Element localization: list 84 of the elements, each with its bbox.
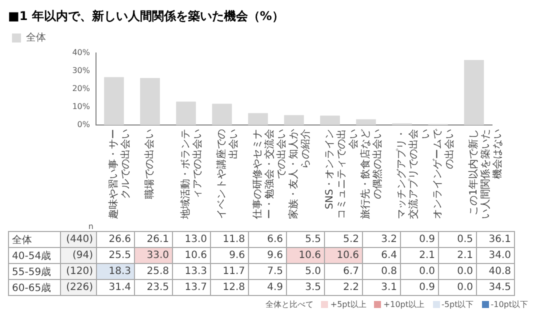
data-label: 0.0	[438, 264, 476, 280]
data-label: 3.1	[362, 280, 400, 296]
x-tick-label: マッチングアプリ・交流アプリでの出会い	[396, 129, 432, 219]
data-label: 13.0	[172, 232, 210, 248]
data-label: 0.5	[438, 232, 476, 248]
y2-tick-label: (440)	[60, 232, 96, 248]
x-tick-label: 職場での出会い	[144, 129, 156, 199]
bar	[176, 102, 196, 125]
data-label: 31.4	[96, 280, 134, 296]
y-tick-label: 40-54歳	[8, 248, 60, 264]
data-label: 6.6	[248, 232, 286, 248]
data-label: 2.1	[438, 248, 476, 264]
bar	[104, 77, 124, 125]
bar	[140, 78, 160, 125]
text: -5pt以下	[442, 299, 474, 310]
y2-tick-label: (226)	[60, 280, 96, 296]
data-label: 11.7	[210, 264, 248, 280]
data-label: 3.5	[286, 280, 324, 296]
data-label: 13.3	[172, 264, 210, 280]
data-label: 10.6	[286, 248, 324, 264]
data-label: 0.9	[400, 280, 438, 296]
data-label: 13.7	[172, 280, 210, 296]
y-tick-label: 10%	[72, 102, 90, 112]
bar	[464, 60, 484, 125]
chart-title: ■1 年以内で、新しい人間関係を築いた機会（%）	[8, 8, 285, 25]
data-label: 12.8	[210, 280, 248, 296]
data-label: 7.5	[248, 264, 286, 280]
x-tick-label: 家族・友人・知人からの紹介	[288, 129, 312, 219]
y-tick-label: 60-65歳	[8, 280, 60, 296]
data-label: 25.5	[96, 248, 134, 264]
text: +5pt以上	[330, 299, 366, 310]
x-tick-label: 仕事の研修やセミナー・勉強会・交流会での出会い	[252, 129, 288, 219]
data-label: 34.0	[476, 248, 514, 264]
data-label: 23.5	[134, 280, 172, 296]
x-tick-label: 地域活動・ボランティアでの出会い	[180, 129, 204, 220]
data-label: 2.1	[400, 248, 438, 264]
text: n	[87, 221, 94, 232]
text: +10pt以上	[383, 299, 425, 310]
data-label: 0.0	[438, 280, 476, 296]
data-label: 0.9	[400, 232, 438, 248]
x-tick-label: 趣味や習い事・サークルでの出会い	[108, 129, 132, 219]
bar	[284, 115, 304, 125]
y2-tick-label: (120)	[60, 264, 96, 280]
data-label: 25.8	[134, 264, 172, 280]
data-label: 4.9	[248, 280, 286, 296]
y-tick-label: 40%	[72, 48, 90, 58]
data-label: 9.6	[210, 248, 248, 264]
data-label: 0.0	[400, 264, 438, 280]
x-tick-label: イベントや講座での出会い	[216, 129, 240, 219]
y-tick-label: 全体	[8, 232, 60, 248]
x-tick-label: オンラインゲームでの出会い	[432, 128, 456, 219]
data-label: 0.8	[362, 264, 400, 280]
data-label: 6.7	[324, 264, 362, 280]
bar	[248, 113, 268, 125]
data-label: 5.5	[286, 232, 324, 248]
x-tick-label: この1年以内で新しい人間関係を築いた機会はない	[468, 129, 504, 219]
data-label: 36.1	[476, 232, 514, 248]
bar	[320, 116, 340, 125]
data-label: 18.3	[96, 264, 134, 280]
data-label: 26.1	[134, 232, 172, 248]
data-label: 40.8	[476, 264, 514, 280]
data-label: 6.4	[362, 248, 400, 264]
data-label: 10.6	[324, 248, 362, 264]
y-tick-label: 30%	[72, 66, 90, 76]
data-label: 10.6	[172, 248, 210, 264]
bar	[212, 104, 232, 125]
y-tick-label: 0%	[77, 120, 90, 130]
data-label: 9.6	[248, 248, 286, 264]
data-label: 11.8	[210, 232, 248, 248]
y-tick-label: 55-59歳	[8, 264, 60, 280]
x-tick-label: 旅行先・飲食店などの偶然の出会い	[360, 129, 384, 219]
data-label: 5.0	[286, 264, 324, 280]
data-label: 5.2	[324, 232, 362, 248]
data-label: 2.2	[324, 280, 362, 296]
data-label: 26.6	[96, 232, 134, 248]
y-tick-label: 20%	[72, 84, 90, 94]
text: -10pt以下	[490, 299, 528, 310]
bar	[356, 119, 376, 125]
data-label: 33.0	[134, 248, 172, 264]
data-label: 3.2	[362, 232, 400, 248]
text: 全体と比べて	[265, 299, 314, 310]
y2-tick-label: (94)	[60, 248, 96, 264]
data-label: 34.5	[476, 280, 514, 296]
x-tick-label: SNS・オンラインコミュニティでの出会い	[324, 129, 360, 219]
